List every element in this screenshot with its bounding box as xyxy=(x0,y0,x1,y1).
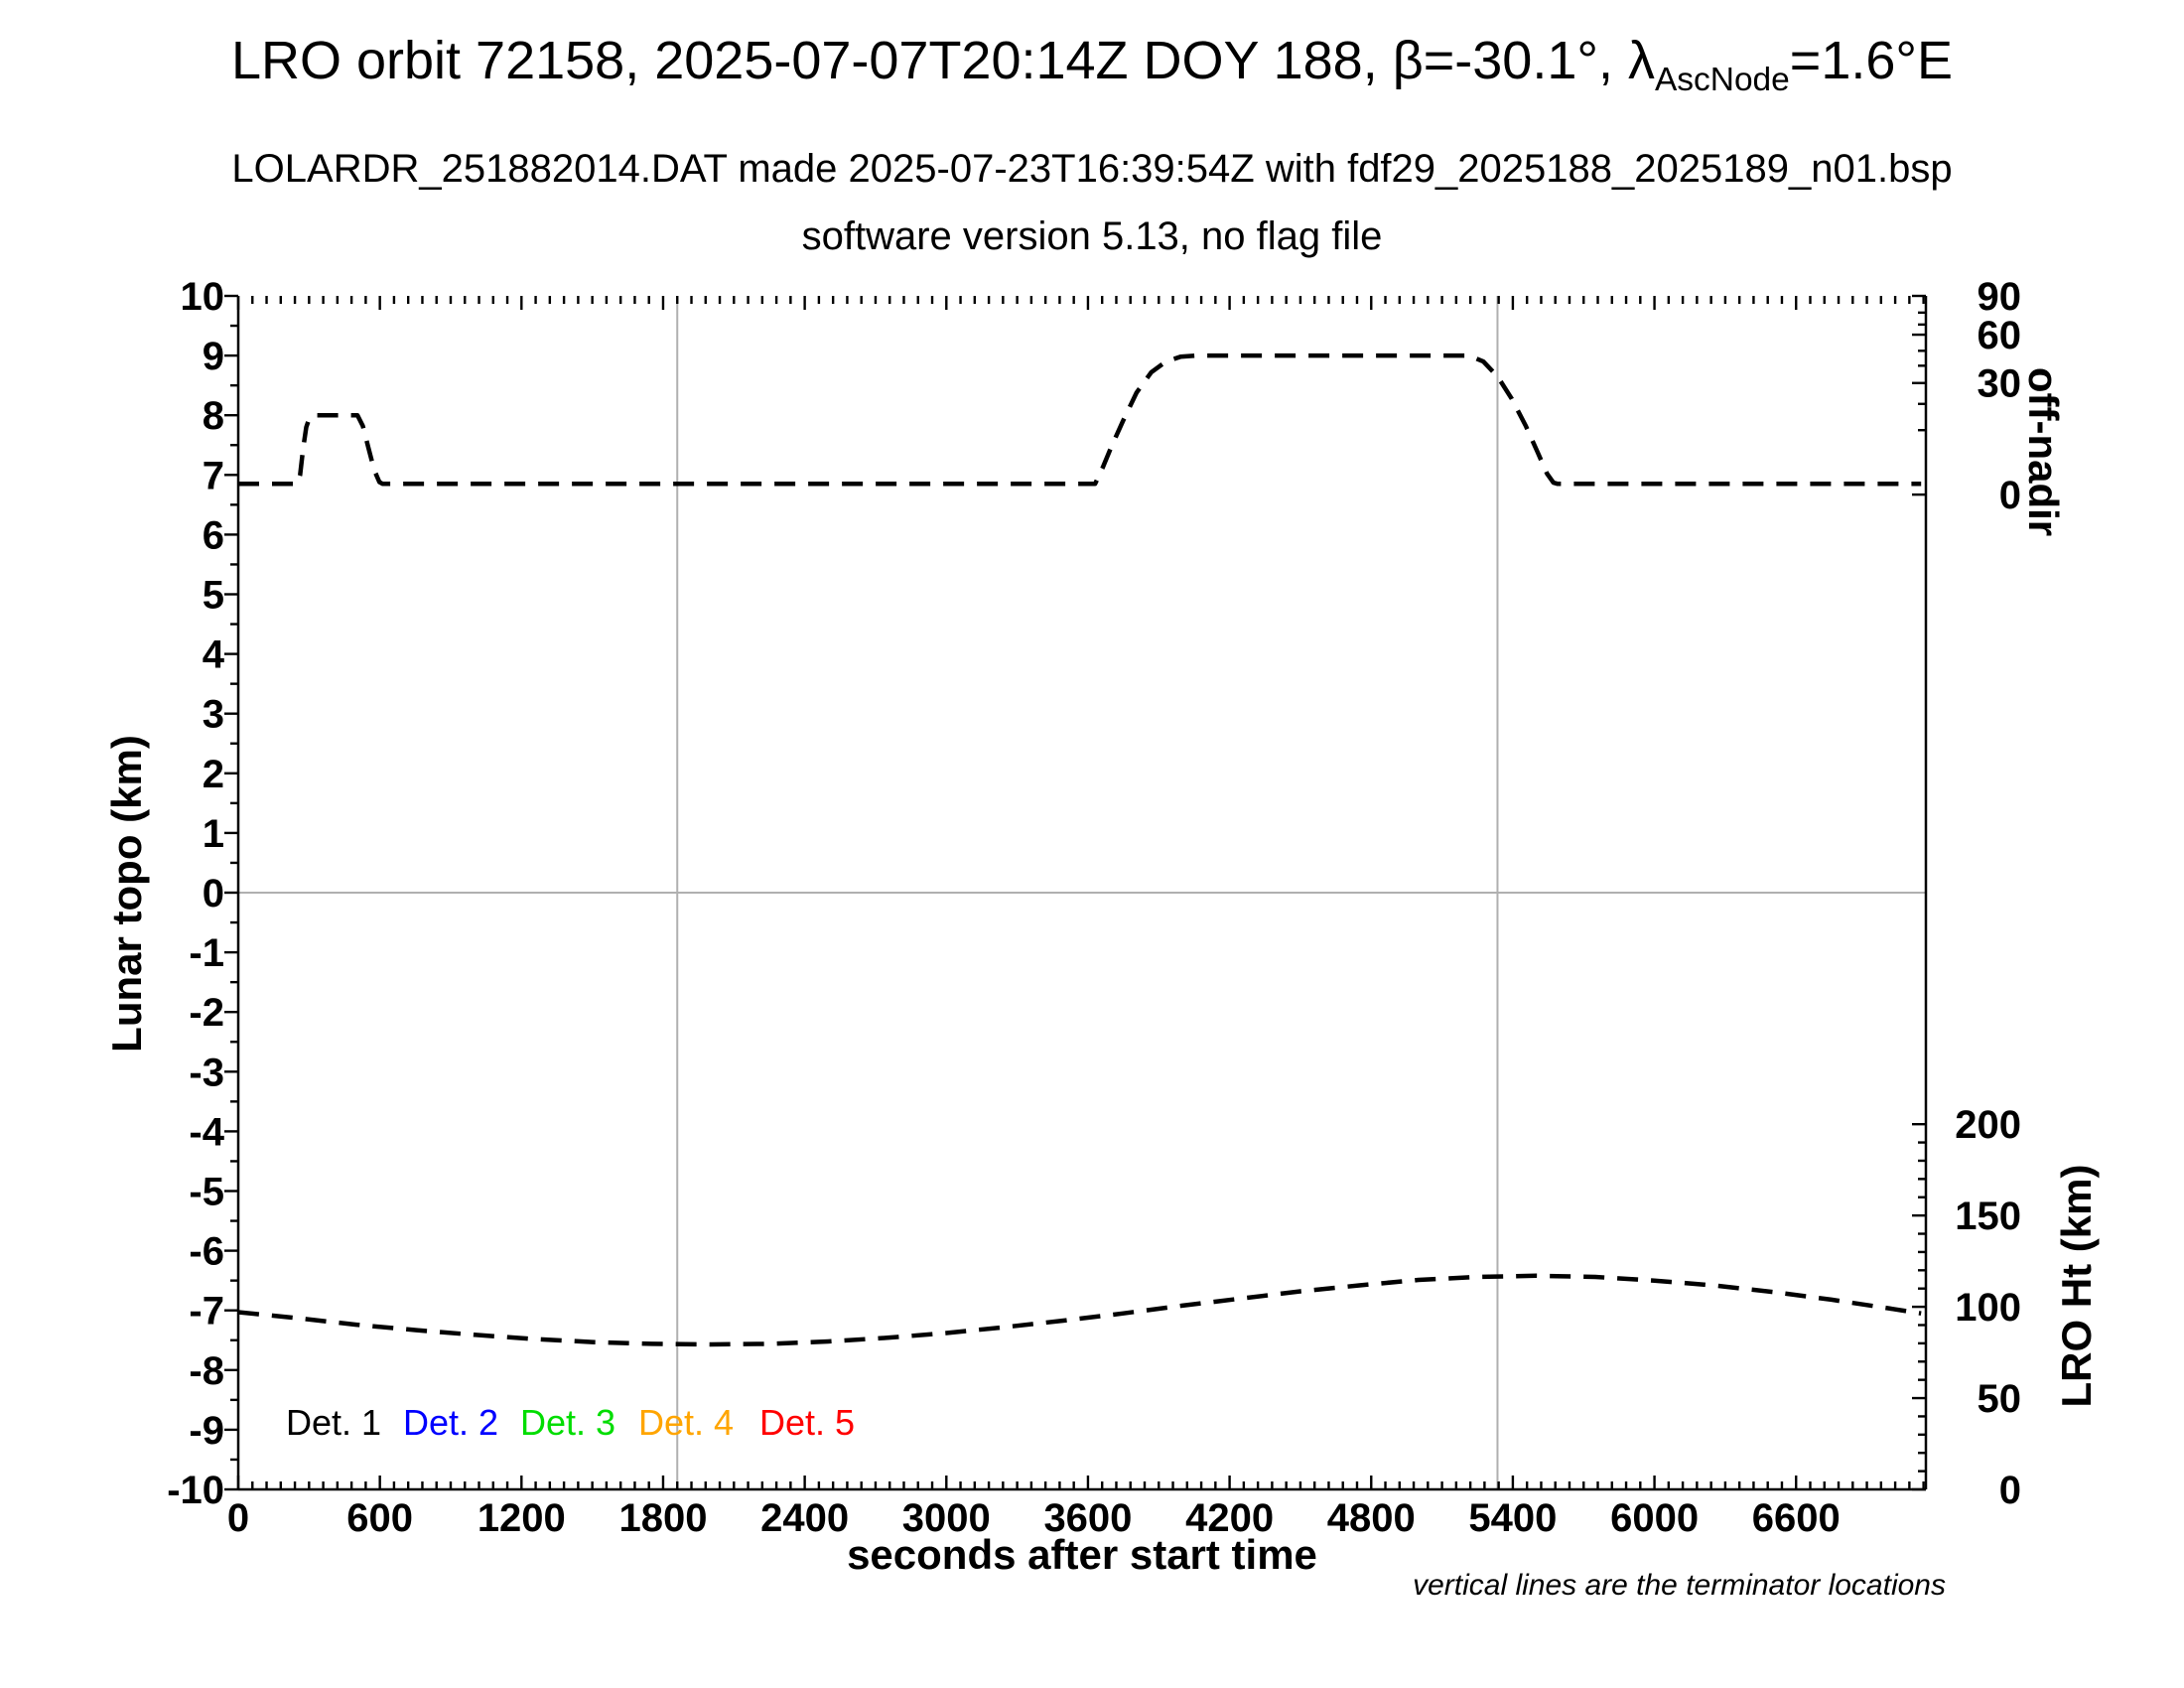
y-left-tick-label: 8 xyxy=(203,394,224,438)
y-left-tick-label: -10 xyxy=(167,1469,224,1512)
y-left-tick-label: -2 xyxy=(189,991,224,1035)
legend-det-4: Det. 4 xyxy=(638,1402,735,1443)
terminator-footnote: vertical lines are the terminator locati… xyxy=(1413,1569,1946,1602)
title-suffix: =1.6°E xyxy=(1789,31,1954,90)
title-subscript: AscNode xyxy=(1654,61,1790,98)
x-tick-label: 2400 xyxy=(760,1496,849,1540)
y-left-tick-label: 1 xyxy=(203,812,224,856)
x-tick-label: 5400 xyxy=(1468,1496,1557,1540)
axis-frame xyxy=(236,296,1928,1491)
right-axis-title-lro-ht: LRO Ht (km) xyxy=(2053,1164,2100,1408)
lro-ht-tick-label: 200 xyxy=(1955,1103,2021,1147)
x-tick-label: 6600 xyxy=(1752,1496,1841,1540)
x-tick-label: 0 xyxy=(227,1496,249,1540)
lro-ht-tick-label: 50 xyxy=(1978,1377,2022,1421)
left-axis-ticks xyxy=(224,294,238,1491)
y-left-tick-label: 5 xyxy=(203,574,224,618)
x-axis-tick-labels: 0 600 1200 1800 2400 3000 3600 4200 4800 5400 6000… xyxy=(227,1496,1841,1540)
legend-det-1: Det. 1 xyxy=(286,1402,382,1443)
x-tick-label: 6000 xyxy=(1610,1496,1699,1540)
legend-det-3: Det. 3 xyxy=(520,1402,616,1443)
lro-ht-tick-label: 150 xyxy=(1955,1195,2021,1238)
off-nadir-angle-curve xyxy=(238,352,1922,487)
y-left-tick-label: -9 xyxy=(189,1409,224,1453)
x-tick-label: 3600 xyxy=(1043,1496,1132,1540)
y-left-tick-label: -4 xyxy=(189,1110,224,1154)
y-left-tick-label: 9 xyxy=(203,335,224,378)
x-tick-label: 1800 xyxy=(618,1496,707,1540)
off-nadir-tick-label: 0 xyxy=(1999,474,2021,517)
x-tick-label: 1200 xyxy=(478,1496,566,1540)
y-left-tick-label: 2 xyxy=(203,753,224,796)
page-title: LRO orbit 72158, 2025-07-07T20:14Z DOY 1… xyxy=(0,30,2184,99)
y-left-tick-label: 0 xyxy=(203,872,224,915)
subtitle-file-line: LOLARDR_251882014.DAT made 2025-07-23T16… xyxy=(231,147,1953,191)
y-left-tick-label: 10 xyxy=(181,275,225,319)
off-nadir-tick-label: 90 xyxy=(1978,275,2022,319)
x-tick-label: 3000 xyxy=(902,1496,991,1540)
left-axis-title: Lunar topo (km) xyxy=(103,735,150,1053)
y-left-tick-label: 6 xyxy=(203,513,224,557)
off-nadir-angle-series xyxy=(238,352,1922,487)
lro-ht-tick-label: 100 xyxy=(1955,1286,2021,1330)
title-main: LRO orbit 72158, 2025-07-07T20:14Z DOY 1… xyxy=(230,31,1655,90)
y-left-tick-label: -7 xyxy=(189,1290,224,1334)
lro-ht-tick-label: 0 xyxy=(1999,1469,2021,1512)
x-tick-label: 4200 xyxy=(1185,1496,1274,1540)
y-left-tick-label: -8 xyxy=(189,1349,224,1393)
lro-height-curve xyxy=(237,1273,1922,1347)
off-nadir-tick-label: 60 xyxy=(1978,314,2022,357)
y-left-tick-label: 4 xyxy=(203,633,225,677)
y-left-tick-label: -1 xyxy=(189,931,224,975)
x-axis-ticks xyxy=(236,296,1925,1489)
y-left-tick-label: -3 xyxy=(189,1051,224,1094)
legend-det-5: Det. 5 xyxy=(759,1402,856,1443)
lro-height-series xyxy=(237,1273,1922,1347)
subtitle-version-line: software version 5.13, no flag file xyxy=(801,214,1383,258)
y-left-tick-label: 7 xyxy=(203,454,224,497)
y-left-tick-label: -6 xyxy=(189,1230,224,1274)
off-nadir-tick-label: 30 xyxy=(1978,362,2022,406)
lro-ht-ticks: 200 150 100 50 0 xyxy=(1912,1103,2021,1512)
y-left-tick-label: 3 xyxy=(203,693,224,737)
x-tick-label: 4800 xyxy=(1327,1496,1416,1540)
x-tick-label: 600 xyxy=(346,1496,413,1540)
right-axis-title-off-nadir: off-nadir xyxy=(2020,366,2067,537)
y-left-tick-label: -5 xyxy=(189,1171,224,1214)
legend-det-2: Det. 2 xyxy=(403,1402,499,1443)
x-axis-title: seconds after start time xyxy=(847,1531,1317,1578)
